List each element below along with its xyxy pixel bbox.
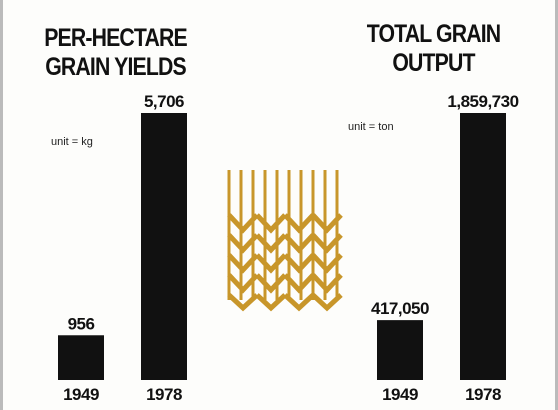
x-tick-label: 1949	[63, 385, 99, 404]
bar	[460, 113, 506, 380]
x-tick-label: 1949	[382, 385, 418, 404]
x-tick-label: 1978	[146, 385, 182, 404]
bar	[58, 335, 104, 380]
bar	[377, 320, 423, 380]
value-label: 956	[68, 314, 95, 333]
annotation: unit = kg	[51, 136, 93, 148]
value-label: 417,050	[371, 299, 429, 318]
chart-title: PER-HECTARE GRAIN YIELDS	[44, 24, 187, 81]
chart: unit = kg 956 1949 5,706 1978 unit = ton 417,0…	[51, 92, 519, 404]
x-tick-label: 1978	[465, 385, 501, 404]
value-label: 5,706	[144, 92, 184, 111]
wheat-icon	[227, 170, 343, 312]
annotation: unit = ton	[348, 121, 394, 133]
value-label: 1,859,730	[447, 92, 518, 111]
bar	[141, 113, 187, 380]
chart-title: TOTAL GRAIN OUTPUT	[366, 20, 501, 77]
